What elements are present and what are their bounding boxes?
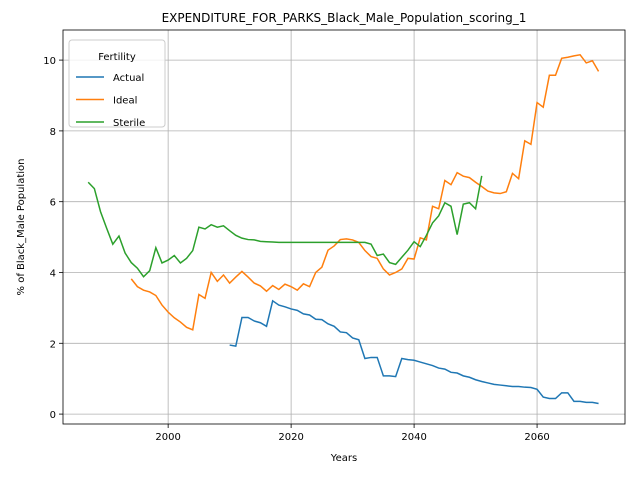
legend-label: Ideal bbox=[113, 96, 137, 107]
x-tick-label: 2020 bbox=[278, 432, 303, 443]
y-axis-label: % of Black_Male Population bbox=[16, 159, 27, 296]
data-line bbox=[229, 299, 599, 405]
x-tick-label: 2000 bbox=[155, 432, 180, 443]
y-tick-label: 10 bbox=[43, 56, 56, 67]
data-line bbox=[130, 53, 600, 331]
x-tick-label: 2060 bbox=[524, 432, 549, 443]
y-tick-label: 6 bbox=[50, 198, 56, 209]
x-tick-label: 2040 bbox=[401, 432, 426, 443]
x-axis-label: Years bbox=[330, 453, 357, 464]
data-line bbox=[87, 175, 483, 278]
y-tick-label: 8 bbox=[50, 127, 56, 138]
y-tick-label: 2 bbox=[50, 339, 56, 350]
legend-label: Actual bbox=[113, 73, 144, 84]
chart-title: EXPENDITURE_FOR_PARKS_Black_Male_Populat… bbox=[162, 11, 527, 25]
legend-box bbox=[68, 39, 166, 128]
plot-frame bbox=[62, 29, 626, 425]
y-tick-label: 4 bbox=[50, 268, 56, 279]
legend-label: Sterile bbox=[113, 118, 145, 129]
y-tick-label: 0 bbox=[50, 410, 56, 421]
legend-title: Fertility bbox=[98, 52, 136, 63]
